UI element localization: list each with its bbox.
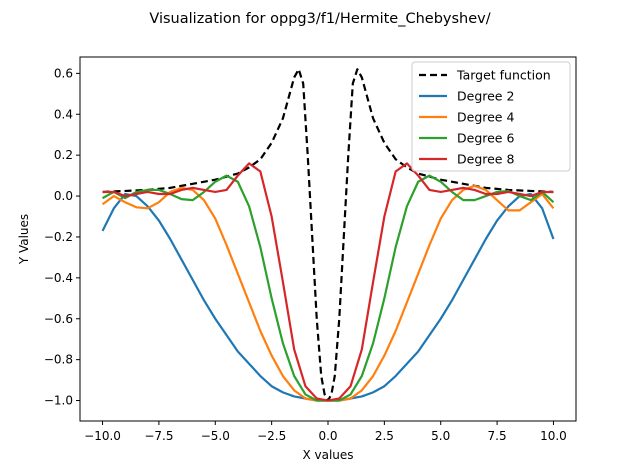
chart-title: Visualization for oppg3/f1/Hermite_Cheby… [149, 11, 490, 27]
legend-label: Target function [456, 68, 551, 83]
x-tick-label: 10.0 [540, 429, 567, 443]
legend-label: Degree 6 [457, 131, 514, 146]
legend-label: Degree 8 [457, 152, 514, 167]
y-tick-label: 0.6 [54, 66, 73, 80]
x-tick-label: 2.5 [375, 429, 394, 443]
legend: Target function Degree 2 Degree 4 Degree 6 D… [411, 61, 571, 172]
x-tick-label: 0.0 [318, 429, 337, 443]
x-tick-label: 5.0 [431, 429, 450, 443]
series-line-2 [101, 184, 555, 402]
series-line-1 [101, 192, 555, 402]
legend-frame [411, 61, 571, 172]
y-tick-label: −0.4 [44, 271, 73, 285]
series-group [101, 68, 555, 402]
y-axis-ticks: −1.0 −0.8 −0.6 −0.4 −0.2 0.0 0.2 0.4 0.6 [44, 66, 80, 408]
x-tick-label: −2.5 [257, 429, 286, 443]
y-tick-label: −0.2 [44, 230, 73, 244]
x-tick-label: −10.0 [84, 429, 121, 443]
y-tick-label: −1.0 [44, 394, 73, 408]
legend-label: Degree 4 [457, 110, 514, 125]
y-tick-label: 0.4 [54, 107, 73, 121]
x-axis-label: X values [302, 448, 353, 462]
series-line-4 [102, 162, 554, 402]
y-tick-label: 0.0 [54, 189, 73, 203]
plot-area: −10.0 −7.5 −5.0 −2.5 0.0 2.5 5.0 7.5 10.0 −1.0 −0… [44, 56, 577, 443]
x-tick-label: −5.0 [201, 429, 230, 443]
y-tick-label: 0.2 [54, 148, 73, 162]
y-tick-label: −0.6 [44, 312, 73, 326]
x-tick-label: 7.5 [488, 429, 507, 443]
legend-items: Target function Degree 2 Degree 4 Degree 6 D… [419, 68, 551, 167]
x-tick-label: −7.5 [144, 429, 173, 443]
x-axis-ticks: −10.0 −7.5 −5.0 −2.5 0.0 2.5 5.0 7.5 10.0 [84, 421, 567, 443]
y-tick-label: −0.8 [44, 353, 73, 367]
legend-label: Degree 2 [457, 89, 514, 104]
series-line-3 [102, 174, 555, 402]
y-axis-label: Y Values [17, 214, 31, 265]
